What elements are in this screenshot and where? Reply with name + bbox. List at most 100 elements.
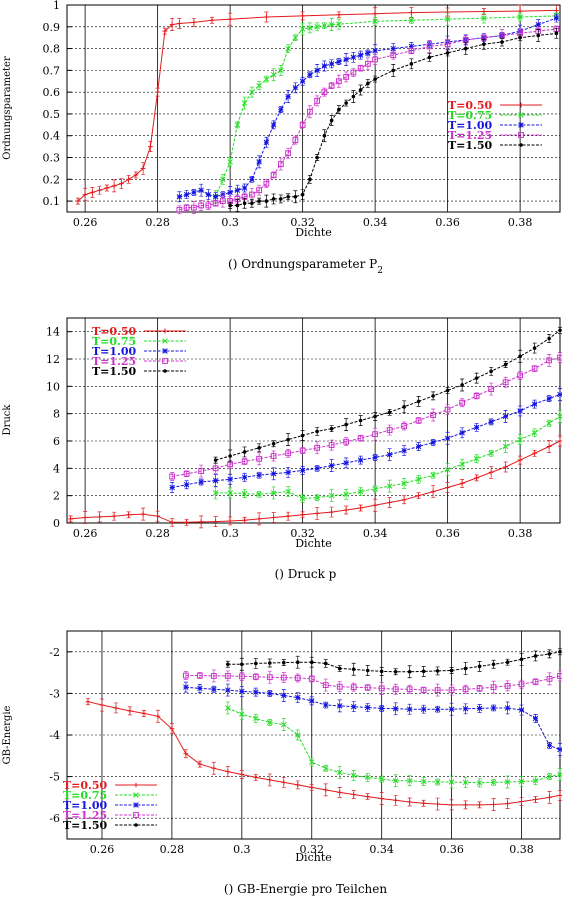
data-point — [415, 443, 422, 450]
data-point — [344, 101, 348, 105]
data-point — [314, 494, 320, 501]
data-point — [557, 673, 562, 679]
y-tick-label: 0.6 — [43, 86, 61, 99]
data-point — [459, 480, 465, 486]
data-point — [335, 78, 342, 85]
data-point — [473, 424, 480, 431]
data-point — [306, 108, 313, 115]
data-point — [253, 689, 259, 695]
data-point — [500, 40, 504, 44]
data-point — [393, 669, 398, 674]
data-point — [314, 444, 321, 451]
data-point — [212, 200, 219, 207]
data-point — [213, 458, 218, 462]
data-point — [365, 668, 370, 673]
data-point — [401, 497, 407, 503]
error-bar — [336, 74, 341, 88]
error-bar — [271, 450, 276, 462]
data-point — [225, 705, 231, 711]
data-point — [415, 417, 422, 424]
data-point — [517, 457, 523, 463]
y-tick-label: 6 — [53, 435, 60, 448]
y-tick-label: 0.9 — [43, 21, 61, 34]
data-point — [182, 672, 189, 679]
data-point — [546, 444, 552, 449]
x-tick-label: 0.36 — [439, 843, 464, 856]
data-point — [337, 107, 341, 112]
data-point — [82, 515, 88, 520]
data-point — [488, 419, 494, 425]
data-point — [476, 780, 483, 786]
data-point — [476, 705, 483, 712]
data-point — [263, 180, 270, 187]
chart-caption: () GB-Energie pro Teilchen — [224, 882, 387, 896]
data-point — [505, 660, 510, 664]
error-bar — [220, 194, 225, 208]
error-bar — [199, 464, 204, 478]
data-point — [337, 666, 342, 671]
series-line — [215, 329, 561, 461]
data-point — [474, 475, 480, 481]
data-point — [266, 674, 273, 681]
data-point — [271, 515, 277, 520]
data-point — [240, 662, 244, 667]
error-bar — [379, 682, 384, 695]
data-point — [504, 705, 511, 711]
data-point — [314, 67, 320, 74]
data-point — [460, 383, 464, 387]
data-point — [211, 686, 217, 692]
data-point — [295, 660, 300, 664]
data-point — [490, 684, 497, 691]
data-point — [270, 122, 277, 128]
series-line — [185, 686, 561, 751]
data-point — [448, 706, 455, 712]
series-t125 — [169, 352, 562, 481]
y-tick-label: 0.7 — [43, 64, 61, 77]
data-point — [392, 778, 399, 784]
data-point — [198, 479, 204, 485]
data-point — [321, 63, 328, 69]
data-point — [227, 476, 233, 483]
error-bar — [503, 376, 508, 388]
data-point — [254, 661, 258, 666]
data-point — [329, 426, 334, 431]
data-point — [210, 673, 217, 679]
data-point — [459, 461, 465, 467]
data-point — [198, 468, 205, 474]
data-point — [435, 801, 441, 807]
data-point — [365, 50, 371, 56]
series-line — [172, 394, 561, 488]
x-tick-label: 0.28 — [145, 527, 170, 540]
data-point — [532, 346, 537, 350]
caption-subscript: 2 — [377, 266, 383, 276]
data-point — [350, 772, 357, 779]
data-point — [502, 443, 509, 450]
data-point — [219, 198, 226, 205]
data-point — [387, 410, 392, 415]
data-point — [366, 81, 370, 86]
x-tick-label: 0.38 — [508, 216, 533, 229]
data-point — [97, 187, 103, 193]
data-point — [224, 673, 231, 679]
data-point — [212, 490, 219, 496]
data-point — [336, 703, 343, 709]
data-point — [309, 785, 315, 790]
data-point — [213, 519, 219, 525]
data-point — [365, 794, 371, 799]
legend: T=0.50T=0.75T=1.00T=1.25T=1.50 — [448, 99, 542, 152]
error-bar — [547, 672, 552, 686]
data-point — [434, 706, 441, 712]
data-point — [462, 686, 469, 693]
x-axis-label: Dichte — [295, 537, 332, 550]
data-point — [329, 118, 334, 123]
error-bar — [491, 680, 496, 694]
data-point — [300, 433, 305, 438]
series-t150 — [225, 648, 562, 679]
data-point — [242, 517, 248, 523]
y-tick-label: 0 — [53, 517, 60, 530]
data-point — [256, 159, 262, 165]
error-bar — [257, 452, 262, 466]
x-tick-label: 0.34 — [363, 216, 388, 229]
legend-label: T=1.50 — [92, 365, 137, 378]
data-point — [300, 192, 305, 197]
